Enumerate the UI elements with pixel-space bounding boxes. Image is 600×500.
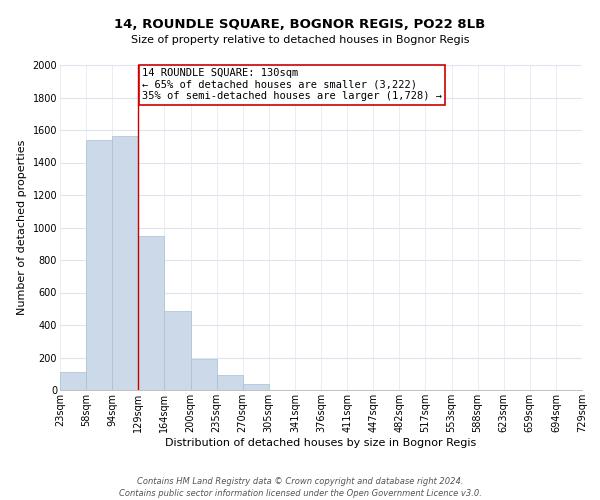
Bar <box>191 359 217 390</box>
Bar <box>217 374 243 390</box>
Text: 14, ROUNDLE SQUARE, BOGNOR REGIS, PO22 8LB: 14, ROUNDLE SQUARE, BOGNOR REGIS, PO22 8… <box>115 18 485 30</box>
X-axis label: Distribution of detached houses by size in Bognor Regis: Distribution of detached houses by size … <box>166 438 476 448</box>
Y-axis label: Number of detached properties: Number of detached properties <box>17 140 27 315</box>
Bar <box>243 384 269 390</box>
Bar <box>86 140 112 390</box>
Text: Size of property relative to detached houses in Bognor Regis: Size of property relative to detached ho… <box>131 35 469 45</box>
Bar <box>112 136 139 390</box>
Text: 14 ROUNDLE SQUARE: 130sqm
← 65% of detached houses are smaller (3,222)
35% of se: 14 ROUNDLE SQUARE: 130sqm ← 65% of detac… <box>142 68 442 102</box>
Bar <box>164 311 191 390</box>
Text: Contains HM Land Registry data © Crown copyright and database right 2024.
Contai: Contains HM Land Registry data © Crown c… <box>119 476 481 498</box>
Bar <box>139 236 164 390</box>
Bar <box>60 372 86 390</box>
